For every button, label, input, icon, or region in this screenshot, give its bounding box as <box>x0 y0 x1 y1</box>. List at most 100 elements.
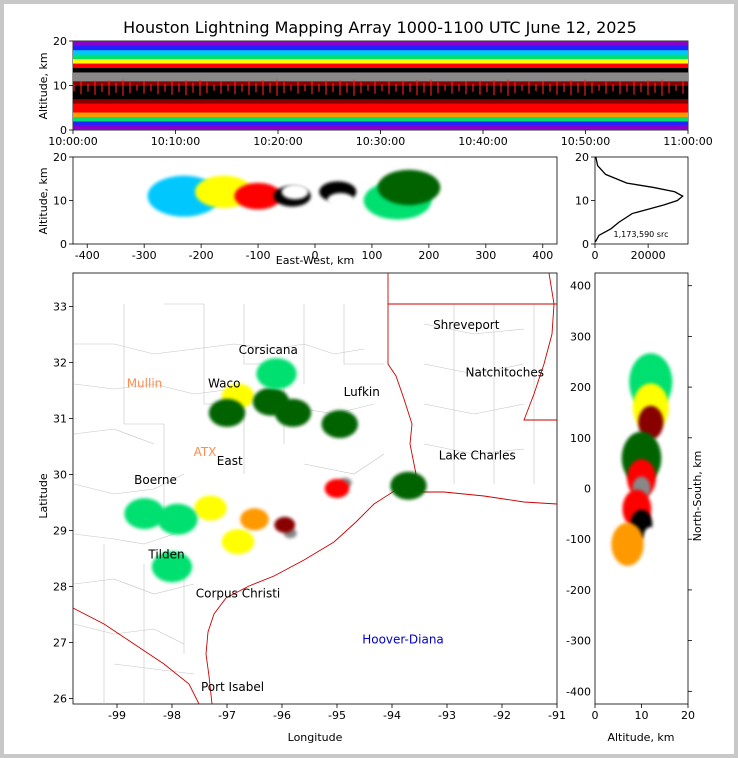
ta-streak <box>318 83 320 92</box>
ta-streak <box>535 84 537 92</box>
ta-streak <box>563 83 565 93</box>
ew-xtick-label: -200 <box>189 249 214 262</box>
ew-ytick-label: 10 <box>53 195 67 208</box>
ta-streak <box>612 84 614 92</box>
lightning-cell <box>151 551 193 583</box>
city-label: Lufkin <box>344 385 380 399</box>
ta-streak <box>626 83 628 92</box>
lightning-cell <box>221 529 255 555</box>
ns-ytick-label: -200 <box>566 584 591 597</box>
ta-band <box>73 54 688 60</box>
ta-streak <box>458 84 460 92</box>
ns-ylabel: North-South, km <box>691 451 704 542</box>
ta-xtick-label: 10:30:00 <box>356 135 405 148</box>
city-label: East <box>217 454 243 468</box>
ta-streak <box>220 81 222 94</box>
ta-streak <box>521 84 523 91</box>
ew-ytick-label: 20 <box>53 151 67 164</box>
ew-ylabel: Altitude, km <box>37 167 50 234</box>
ta-band <box>73 116 688 122</box>
city-label: Natchitoches <box>466 366 544 380</box>
ns-ytick-label: -300 <box>566 635 591 648</box>
hist-xtick-label: 20000 <box>631 249 666 262</box>
hist-ytick-label: 20 <box>575 151 589 164</box>
lightning-cell <box>390 471 427 500</box>
plan-ytick-label: 28 <box>53 580 67 593</box>
ta-streak <box>640 83 642 93</box>
ew-blob <box>281 184 309 200</box>
city-label: Port Isabel <box>201 680 264 694</box>
city-label: Hoover-Diana <box>362 633 444 647</box>
ew-ytick-label: 0 <box>60 238 67 251</box>
plan-ytick-label: 26 <box>53 692 67 705</box>
ns-blob <box>638 405 664 440</box>
ta-streak <box>402 80 404 95</box>
ew-blob <box>327 192 355 209</box>
ta-streak <box>101 83 103 93</box>
lightning-cell <box>157 503 198 535</box>
ta-streak <box>654 82 656 93</box>
ta-streak <box>339 80 341 96</box>
ta-band <box>73 107 688 113</box>
plan-xtick-label: -94 <box>383 709 401 722</box>
ta-streak <box>353 79 355 96</box>
ta-streak <box>444 84 446 91</box>
lightning-cell <box>124 498 165 530</box>
ta-streak <box>269 82 271 93</box>
ns-ytick-label: 200 <box>570 381 591 394</box>
plan-xtick-label: -99 <box>108 709 126 722</box>
ta-streak <box>136 84 138 91</box>
ns-ytick-label: 400 <box>570 280 591 293</box>
ta-streak <box>157 81 159 95</box>
ta-streak <box>605 81 607 94</box>
gulf-coastline <box>73 487 557 704</box>
ta-streak <box>248 80 250 95</box>
city-label: Lake Charles <box>439 448 516 462</box>
ta-ytick-label: 10 <box>53 80 67 93</box>
ta-streak <box>675 84 677 91</box>
ta-band <box>73 72 688 77</box>
ew-xtick-label: 200 <box>418 249 439 262</box>
ta-streak <box>598 84 600 91</box>
lightning-cell <box>208 398 246 427</box>
ta-xtick-label: 10:20:00 <box>253 135 302 148</box>
ta-streak <box>388 81 390 95</box>
ta-streak <box>682 81 684 94</box>
ta-band <box>73 67 688 73</box>
city-label: Mullin <box>127 377 163 391</box>
ta-streak <box>528 81 530 94</box>
ta-streak <box>150 84 152 92</box>
ta-streak <box>570 80 572 96</box>
lightning-cell <box>240 508 269 531</box>
city-label: Boerne <box>134 473 177 487</box>
plan-ytick-label: 32 <box>53 357 67 370</box>
ta-xtick-label: 10:40:00 <box>458 135 507 148</box>
ta-streak <box>556 80 558 95</box>
ta-streak <box>423 82 425 93</box>
ta-streak <box>549 83 551 92</box>
city-label: Corsicana <box>239 343 298 357</box>
ew-xtick-label: -300 <box>132 249 157 262</box>
ta-streak <box>591 82 593 94</box>
plan-view-panel <box>72 272 558 705</box>
ta-ytick-label: 0 <box>60 124 67 137</box>
ta-streak <box>311 81 313 95</box>
ta-streak <box>199 79 201 96</box>
plan-ytick-label: 27 <box>53 636 67 649</box>
ta-streak <box>493 80 495 96</box>
ta-streak <box>367 84 369 91</box>
lightning-cell <box>194 495 227 521</box>
plan-xtick-label: -93 <box>438 709 456 722</box>
ta-streak <box>360 82 362 94</box>
plan-ytick-label: 33 <box>53 301 67 314</box>
histogram-line <box>595 157 684 243</box>
city-label: Shreveport <box>433 318 500 332</box>
ta-streak <box>73 84 75 92</box>
lightning-cell <box>274 516 296 533</box>
ta-streak <box>430 79 432 96</box>
ta-band <box>73 94 688 100</box>
lma-figure: Houston Lightning Mapping Array 1000-110… <box>37 18 713 744</box>
ta-streak <box>542 81 544 95</box>
ta-streak <box>290 84 292 91</box>
hist-ytick-label: 10 <box>575 195 589 208</box>
